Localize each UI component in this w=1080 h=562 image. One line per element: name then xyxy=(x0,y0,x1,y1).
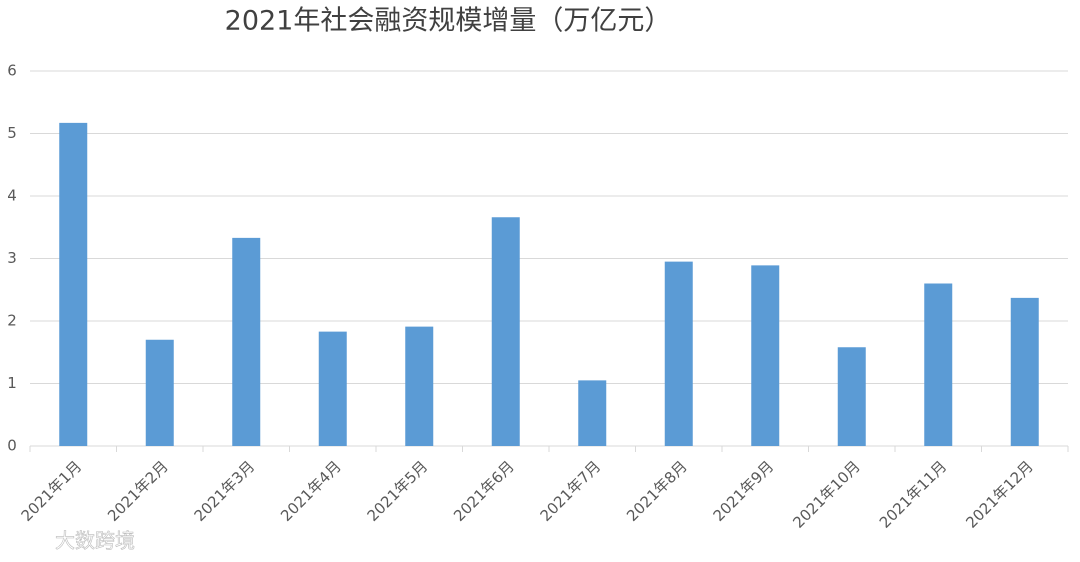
y-tick-label: 4 xyxy=(7,187,17,205)
bar xyxy=(751,265,780,446)
x-tick-label: 2021年6月 xyxy=(450,457,518,525)
y-tick-label: 6 xyxy=(7,62,17,80)
bar xyxy=(578,380,607,446)
x-tick-label: 2021年2月 xyxy=(104,457,172,525)
x-tick-label: 2021年7月 xyxy=(537,457,605,525)
y-tick-label: 2 xyxy=(7,312,17,330)
x-tick-label: 2021年8月 xyxy=(623,457,691,525)
x-tick-label: 2021年9月 xyxy=(710,457,778,525)
bar xyxy=(1010,297,1039,446)
bar xyxy=(318,331,347,446)
bar xyxy=(145,339,174,446)
bar xyxy=(664,261,693,446)
y-tick-label: 0 xyxy=(7,437,17,455)
bar xyxy=(59,122,88,446)
bar xyxy=(837,347,866,446)
y-tick-label: 5 xyxy=(7,124,17,142)
x-tick-label: 2021年11月 xyxy=(876,457,950,531)
bar xyxy=(405,326,434,446)
x-tick-label: 2021年5月 xyxy=(364,457,432,525)
bar xyxy=(491,217,520,446)
x-tick-label: 2021年12月 xyxy=(962,457,1036,531)
x-tick-label: 2021年4月 xyxy=(277,457,345,525)
x-tick-label: 2021年3月 xyxy=(191,457,259,525)
y-tick-label: 3 xyxy=(7,249,17,267)
watermark: 大数跨境 xyxy=(55,529,135,553)
y-tick-label: 1 xyxy=(7,374,17,392)
bar xyxy=(232,237,261,446)
chart-title: 2021年社会融资规模增量（万亿元） xyxy=(225,6,672,37)
x-tick-label: 2021年10月 xyxy=(789,457,863,531)
bar xyxy=(924,283,953,446)
x-tick-label: 2021年1月 xyxy=(18,457,86,525)
